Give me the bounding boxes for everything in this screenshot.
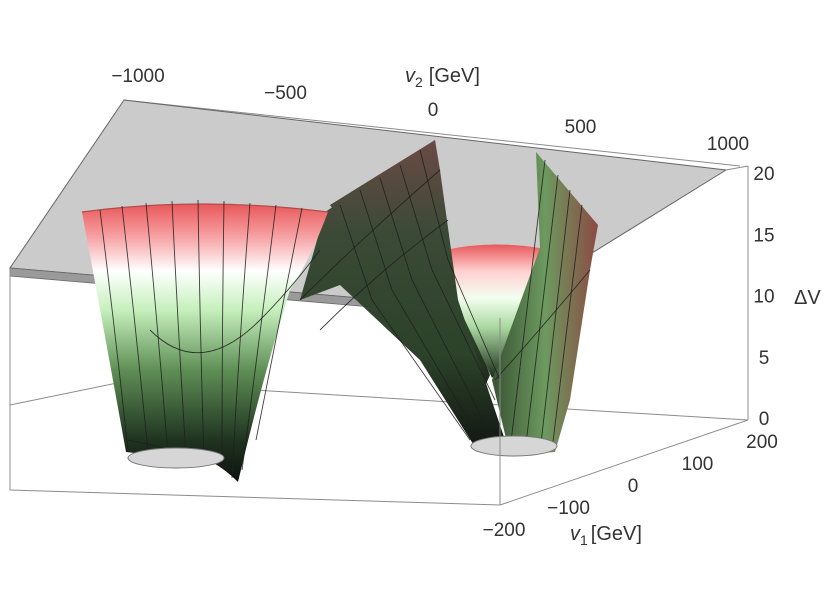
v1-axis-sub: 1 (580, 532, 588, 548)
deltaV-tick-label: 15 (753, 225, 774, 246)
v2-tick-label: 0 (428, 100, 439, 121)
surface-left-rim (81, 203, 329, 213)
deltaV-tick-label: 0 (759, 409, 770, 430)
deltaV-tick-label: 5 (759, 348, 770, 369)
v2-axis-var: v (405, 65, 416, 87)
v1-axis-var: v (570, 523, 581, 545)
v1-tick-label: −200 (483, 520, 526, 541)
v1-axis-label: v1 [GeV] (570, 523, 642, 548)
bounding-box-front (9, 165, 749, 506)
surface-left-well (82, 204, 328, 482)
v2-tick-label: 500 (565, 117, 597, 138)
deltaV-tick-label: 10 (753, 287, 774, 308)
deltaV-axis-ticks: 0 5 10 15 20 (753, 164, 774, 430)
surface-mesh-right (494, 159, 591, 453)
v2-axis-label: v2 [GeV] (405, 65, 480, 90)
v2-tick-label: −500 (264, 83, 307, 104)
surface-mesh-ridge (299, 149, 501, 441)
v1-tick-label: 0 (628, 476, 639, 497)
v2-axis-unit: [GeV] (429, 65, 480, 87)
v1-axis-ticks: −200 −100 0 100 200 (483, 432, 778, 541)
left-well-floor (127, 447, 225, 469)
surface-central-ridge (300, 140, 505, 447)
v1-tick-label: −100 (547, 498, 590, 519)
surface-mesh-left (99, 199, 321, 479)
v2-axis-ticks: −1000 −500 0 500 1000 (111, 66, 749, 155)
v1-axis-unit: [GeV] (591, 523, 642, 545)
v2-tick-label: 1000 (707, 134, 749, 155)
v2-tick-label: −1000 (111, 66, 164, 87)
v2-axis-sub: 2 (415, 74, 423, 90)
deltaV-tick-label: 20 (753, 164, 774, 185)
right-well-floor (470, 435, 558, 457)
surface-right-well-back (445, 244, 540, 378)
v1-tick-label: 200 (746, 432, 778, 453)
v1-tick-label: 100 (682, 454, 714, 475)
deltaV-axis-label: ΔV (794, 287, 821, 309)
